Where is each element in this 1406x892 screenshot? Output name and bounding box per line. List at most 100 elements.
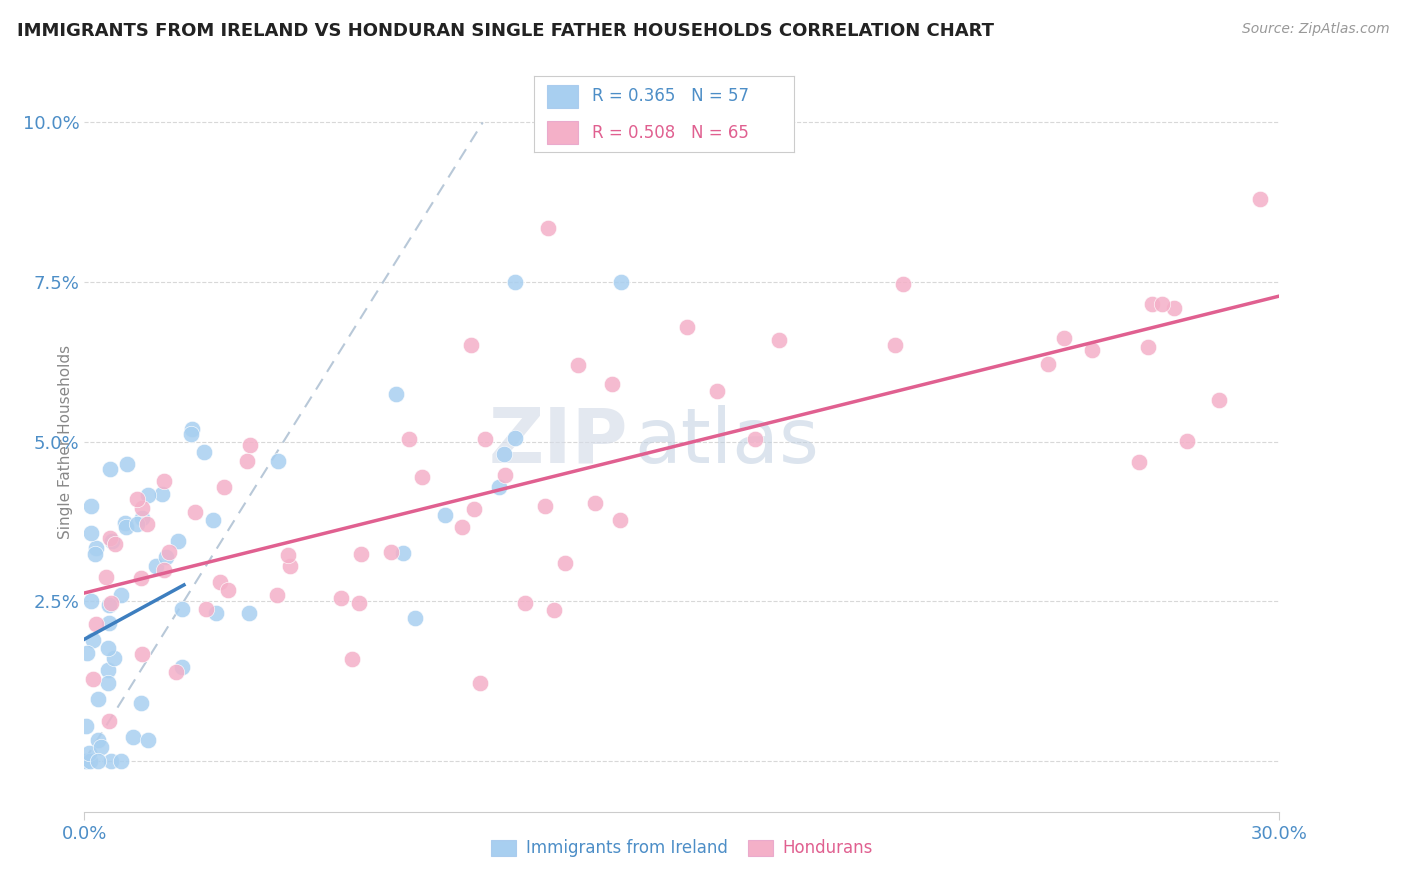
Point xyxy=(145,558,167,573)
Point xyxy=(180,422,202,436)
Point xyxy=(583,496,606,510)
Point xyxy=(1081,343,1104,358)
Point xyxy=(135,516,157,531)
Point xyxy=(278,558,301,573)
Point xyxy=(277,549,299,563)
Text: ZIP: ZIP xyxy=(489,405,628,478)
Point xyxy=(342,652,364,666)
Point xyxy=(450,520,472,534)
Text: Source: ZipAtlas.com: Source: ZipAtlas.com xyxy=(1241,22,1389,37)
Point xyxy=(1175,434,1198,448)
Point xyxy=(87,691,110,706)
Point xyxy=(609,513,631,527)
Point xyxy=(110,754,132,768)
Point xyxy=(1052,331,1074,345)
Point xyxy=(205,606,228,620)
Point xyxy=(75,718,97,732)
Point xyxy=(1208,393,1230,408)
Point xyxy=(744,432,766,446)
Point xyxy=(157,545,180,559)
Point xyxy=(411,470,433,484)
Point xyxy=(80,594,103,608)
Point xyxy=(536,220,558,235)
Point xyxy=(114,516,136,530)
Point xyxy=(706,384,728,398)
Point xyxy=(98,462,121,476)
Point xyxy=(100,596,122,610)
Point xyxy=(883,338,905,352)
Point xyxy=(513,595,536,609)
Point xyxy=(165,665,187,679)
Point xyxy=(184,505,207,519)
Point xyxy=(98,599,121,613)
Point xyxy=(567,358,589,372)
Point xyxy=(534,499,557,513)
Point xyxy=(350,547,373,561)
Point xyxy=(1163,301,1185,316)
Point xyxy=(125,516,148,531)
Point xyxy=(104,537,127,551)
Point xyxy=(170,660,193,674)
Point xyxy=(505,275,527,289)
Point xyxy=(239,438,262,452)
Point xyxy=(97,714,120,728)
Point xyxy=(195,602,218,616)
Text: IMMIGRANTS FROM IRELAND VS HONDURAN SINGLE FATHER HOUSEHOLDS CORRELATION CHART: IMMIGRANTS FROM IRELAND VS HONDURAN SING… xyxy=(17,22,994,40)
Point xyxy=(329,591,352,606)
Point xyxy=(77,746,100,760)
Point xyxy=(266,588,288,602)
Point xyxy=(115,519,138,533)
Point xyxy=(468,676,491,690)
Point xyxy=(676,320,699,334)
Point xyxy=(87,733,110,747)
Point xyxy=(433,508,456,522)
Text: R = 0.365   N = 57: R = 0.365 N = 57 xyxy=(592,87,748,105)
Point xyxy=(127,491,149,506)
Point xyxy=(474,433,496,447)
Point xyxy=(100,754,122,768)
Point xyxy=(79,754,101,768)
Point xyxy=(349,596,371,610)
Point xyxy=(131,648,153,662)
Point xyxy=(84,541,107,556)
Point xyxy=(83,547,105,561)
Point xyxy=(404,611,426,625)
Point xyxy=(76,646,98,660)
Point xyxy=(202,513,225,527)
Point xyxy=(505,431,527,445)
Point xyxy=(170,602,193,616)
Point xyxy=(1128,455,1150,469)
Point xyxy=(110,588,132,602)
Point xyxy=(1249,192,1271,206)
Point xyxy=(267,454,290,468)
Point xyxy=(97,641,120,656)
Point xyxy=(488,480,510,494)
Point xyxy=(136,488,159,502)
Point xyxy=(131,510,153,524)
Bar xyxy=(547,85,578,108)
Legend: Immigrants from Ireland, Hondurans: Immigrants from Ireland, Hondurans xyxy=(484,833,880,864)
Point xyxy=(90,740,112,755)
Point xyxy=(543,603,565,617)
Point xyxy=(891,277,914,291)
Point xyxy=(610,275,633,289)
Point xyxy=(131,501,153,516)
Point xyxy=(101,534,124,549)
Point xyxy=(97,676,120,690)
Point xyxy=(460,337,482,351)
Point xyxy=(96,663,118,677)
Point xyxy=(208,574,231,589)
Point xyxy=(212,479,235,493)
Point xyxy=(155,549,177,564)
Point xyxy=(80,499,103,513)
Point xyxy=(492,448,515,462)
Point xyxy=(129,572,152,586)
Point xyxy=(87,754,110,768)
Text: atlas: atlas xyxy=(634,405,818,478)
Point xyxy=(768,333,790,347)
Point xyxy=(122,730,145,744)
Point xyxy=(236,454,259,468)
Point xyxy=(392,545,415,559)
Point xyxy=(98,531,121,545)
Point xyxy=(180,426,202,441)
